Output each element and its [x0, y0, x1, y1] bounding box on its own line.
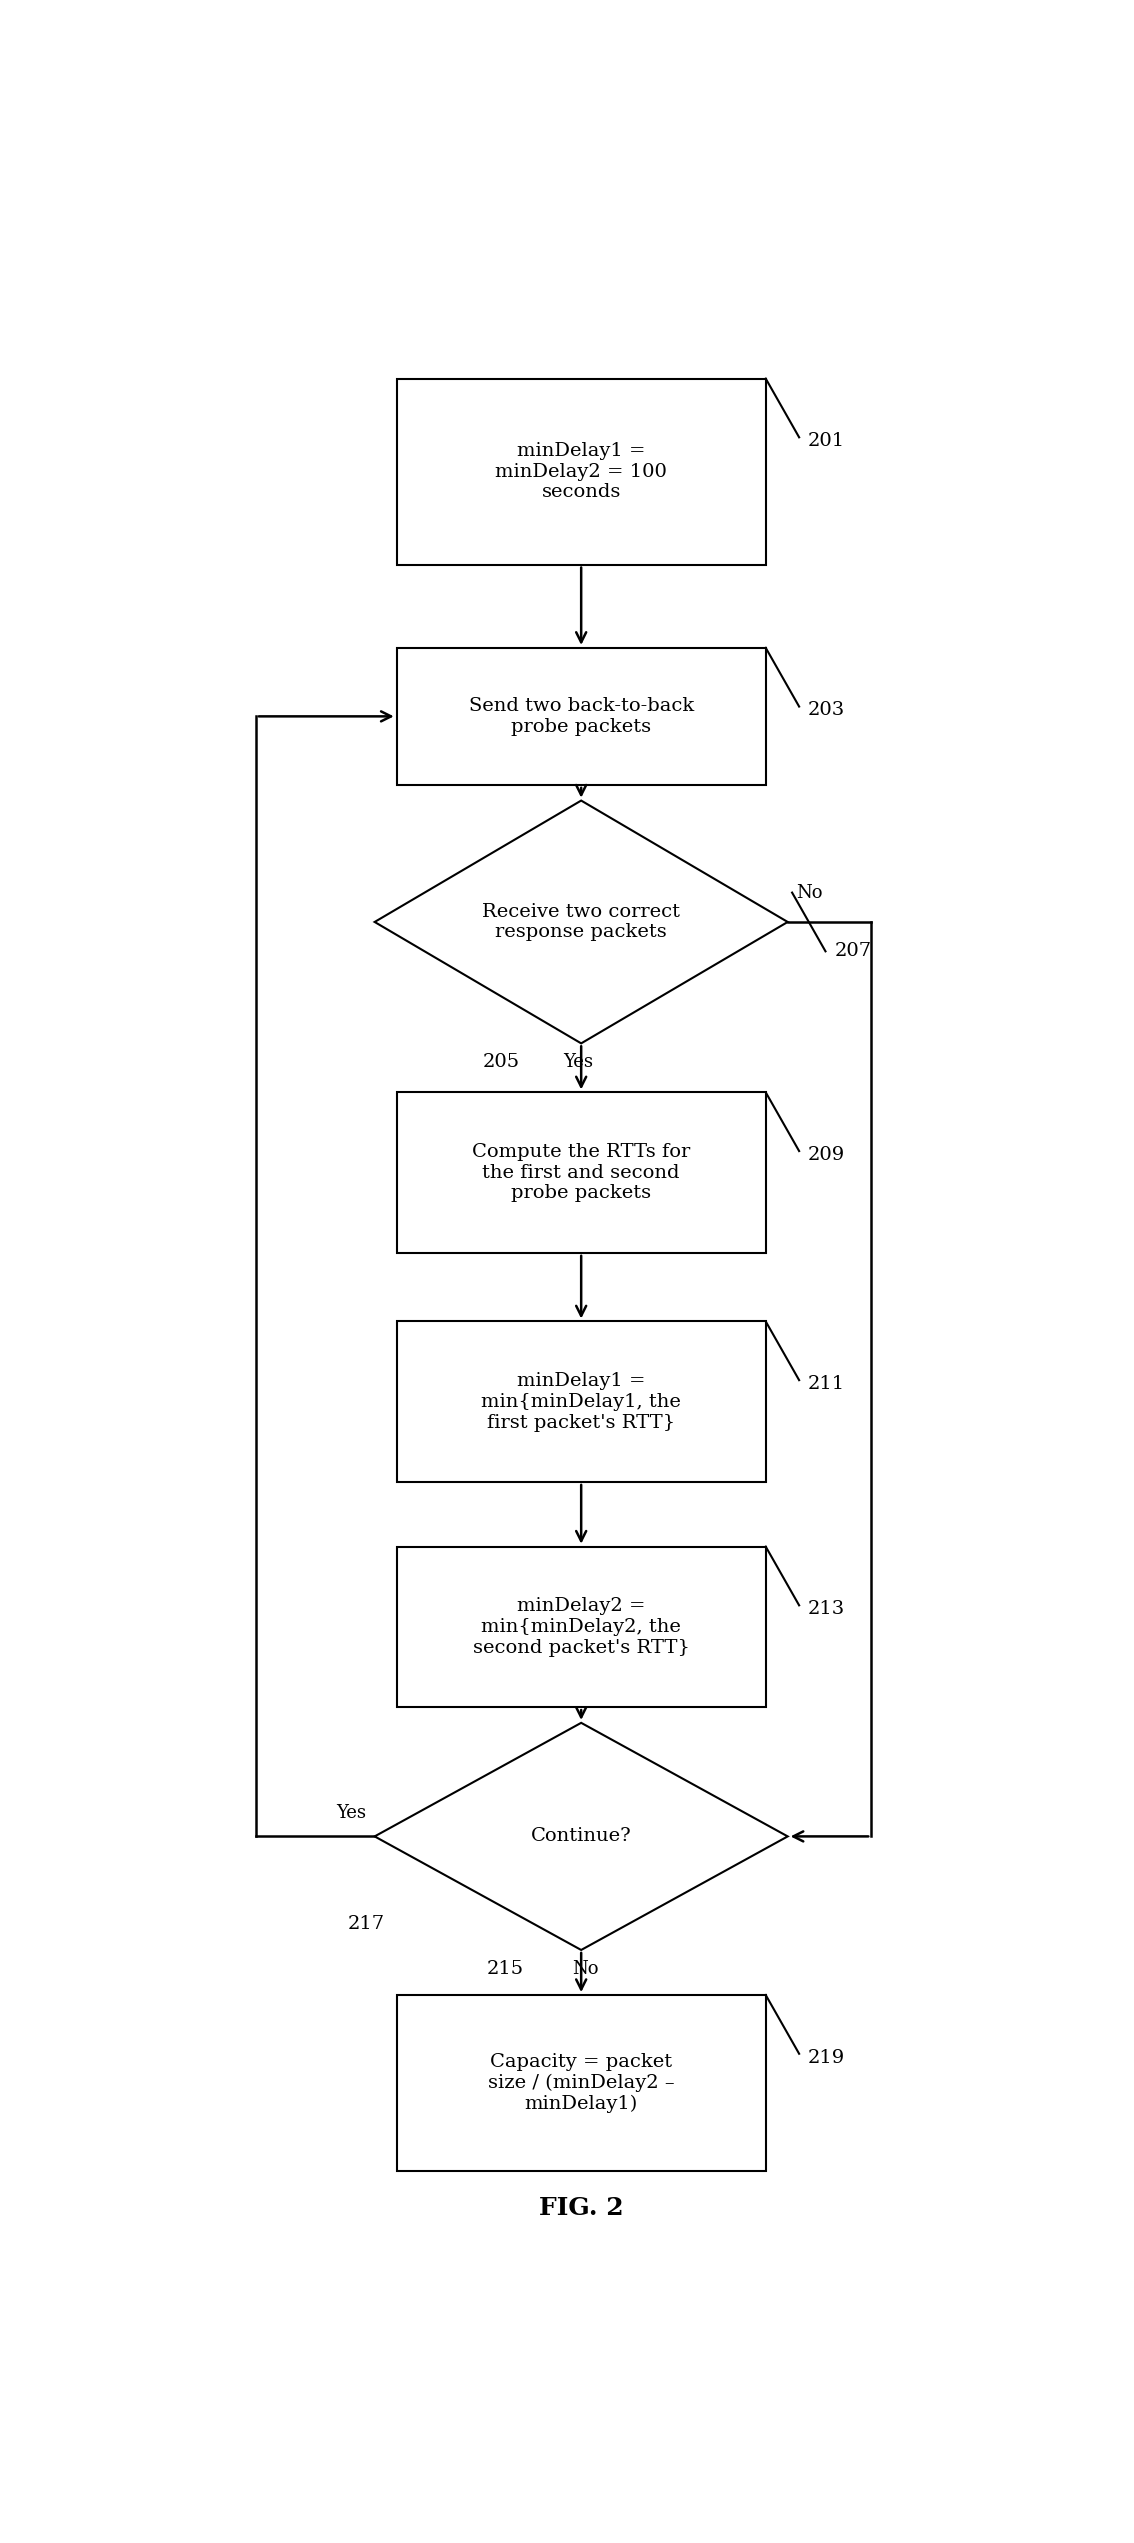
Text: 205: 205	[483, 1053, 519, 1071]
Text: Receive two correct
response packets: Receive two correct response packets	[482, 903, 680, 941]
Text: minDelay2 =
min{minDelay2, the
second packet's RTT}: minDelay2 = min{minDelay2, the second pa…	[473, 1597, 689, 1655]
FancyBboxPatch shape	[397, 1996, 765, 2172]
Text: 211: 211	[807, 1376, 845, 1394]
Text: 203: 203	[807, 702, 845, 720]
Polygon shape	[374, 1722, 788, 1950]
Text: minDelay1 =
min{minDelay1, the
first packet's RTT}: minDelay1 = min{minDelay1, the first pac…	[481, 1371, 682, 1432]
Text: No: No	[573, 1961, 599, 1978]
Text: 209: 209	[807, 1147, 845, 1165]
FancyBboxPatch shape	[397, 648, 765, 786]
Text: 219: 219	[807, 2050, 845, 2067]
FancyBboxPatch shape	[397, 379, 765, 565]
Text: 217: 217	[347, 1915, 384, 1933]
Text: Yes: Yes	[336, 1803, 366, 1821]
Polygon shape	[374, 801, 788, 1043]
Text: FIG. 2: FIG. 2	[539, 2197, 624, 2220]
Text: No: No	[796, 882, 823, 903]
Text: Continue?: Continue?	[531, 1828, 632, 1846]
Text: 207: 207	[835, 943, 871, 961]
Text: Yes: Yes	[564, 1053, 593, 1071]
FancyBboxPatch shape	[397, 1322, 765, 1483]
Text: 201: 201	[807, 432, 845, 450]
Text: minDelay1 =
minDelay2 = 100
seconds: minDelay1 = minDelay2 = 100 seconds	[496, 442, 667, 501]
Text: 215: 215	[486, 1961, 524, 1978]
Text: Compute the RTTs for
the first and second
probe packets: Compute the RTTs for the first and secon…	[472, 1142, 691, 1203]
FancyBboxPatch shape	[397, 1093, 765, 1254]
FancyBboxPatch shape	[397, 1546, 765, 1706]
Text: Send two back-to-back
probe packets: Send two back-to-back probe packets	[468, 697, 694, 735]
Text: 213: 213	[807, 1600, 845, 1617]
Text: Capacity = packet
size / (minDelay2 –
minDelay1): Capacity = packet size / (minDelay2 – mi…	[488, 2052, 675, 2113]
